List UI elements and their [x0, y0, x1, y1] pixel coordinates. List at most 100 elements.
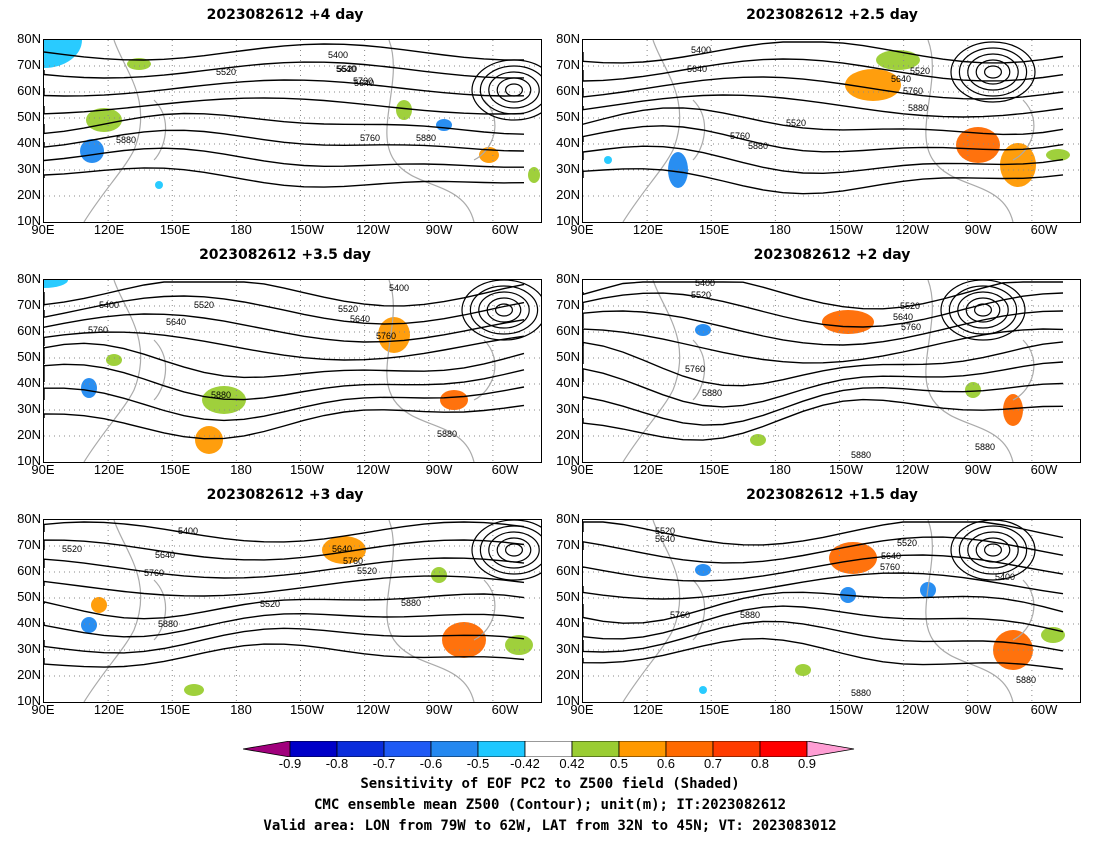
z500-contour-closed — [488, 531, 540, 569]
contour-label: 5880 — [437, 429, 457, 439]
lat-tick-label: 20N — [17, 187, 41, 202]
z500-contour — [44, 112, 525, 135]
lat-tick-label: 20N — [556, 187, 580, 202]
coastline — [386, 280, 475, 462]
z500-contour-closed — [967, 531, 1019, 569]
lat-tick-label: 80N — [17, 511, 41, 526]
z500-contour — [583, 292, 1064, 328]
sensitivity-shade — [91, 597, 107, 613]
lat-tick-label: 50N — [556, 109, 580, 124]
z500-contour-closed — [461, 280, 541, 341]
z500-contour — [583, 328, 1064, 364]
z500-contour — [44, 61, 524, 79]
colorbar-tick-label: 0.6 — [656, 756, 676, 771]
lon-tick-label: 90W — [964, 222, 992, 237]
colorbar-tick-label: 0.8 — [750, 756, 770, 771]
lon-tick-label: 180 — [230, 462, 252, 477]
contour-label: 5640 — [336, 64, 356, 74]
z500-contour-closed — [496, 77, 532, 103]
sensitivity-shade — [202, 386, 246, 414]
contour-label: 5880 — [851, 688, 871, 698]
lon-tick-label: 150E — [159, 222, 191, 237]
z500-contour — [44, 612, 525, 638]
z500-contour-closed — [950, 41, 1036, 103]
z500-contour-closed — [488, 71, 540, 109]
map-panel-1: 5400 5520 5640 5760 5880 5520 5640 5760 5880 — [43, 39, 542, 223]
z500-contour-closed — [471, 520, 541, 581]
lat-tick-label: 80N — [17, 271, 41, 286]
lat-tick-label: 20N — [17, 427, 41, 442]
lat-tick-label: 30N — [556, 641, 580, 656]
z500-contour — [44, 643, 525, 668]
lon-tick-label: 90E — [31, 702, 55, 717]
z500-contour — [583, 58, 1064, 82]
colorbar-segment — [524, 741, 573, 757]
map-panel-2: 5400 5640 5520 5640 5760 5880 5520 5760 5880 — [582, 39, 1081, 223]
contour-label: 5520 — [194, 300, 214, 310]
z500-contour — [44, 129, 525, 152]
contour-label: 5520 — [897, 538, 917, 548]
lon-tick-label: 120W — [356, 462, 390, 477]
colorbar-segment — [618, 741, 667, 757]
z500-contour — [44, 295, 525, 325]
lat-tick-label: 50N — [17, 589, 41, 604]
sensitivity-shade — [431, 567, 447, 583]
sensitivity-shade — [1046, 149, 1070, 161]
contour-label: 5640 — [881, 551, 901, 561]
lat-tick-label: 70N — [556, 297, 580, 312]
z500-contour-closed — [948, 285, 1018, 335]
contour-label: 5880 — [416, 133, 436, 143]
sensitivity-shade — [322, 536, 366, 564]
z500-contour-closed — [984, 543, 1003, 557]
z500-contour-closed — [479, 525, 541, 575]
lon-tick-label: 120E — [93, 462, 125, 477]
lon-tick-label: 180 — [769, 702, 791, 717]
lat-tick-label: 80N — [556, 31, 580, 46]
lon-tick-label: 120E — [93, 222, 125, 237]
lat-tick-label: 60N — [556, 83, 580, 98]
coastline — [386, 520, 475, 702]
lon-tick-label: 90W — [425, 702, 453, 717]
z500-contour-closed — [958, 525, 1028, 575]
lat-tick-label: 20N — [556, 427, 580, 442]
contour-label: 5400 — [995, 572, 1015, 582]
panel-title-5: 2023082612 +3 day — [206, 487, 364, 503]
lon-tick-label: 150W — [290, 222, 324, 237]
z500-contour — [583, 361, 1064, 408]
z500-contour — [44, 342, 525, 379]
z500-contour — [44, 575, 525, 597]
contour-label: 5880 — [740, 610, 760, 620]
z500-contour — [583, 281, 1063, 310]
lon-tick-label: 120W — [356, 702, 390, 717]
z500-contour-closed — [486, 297, 522, 323]
contour-label: 5880 — [401, 598, 421, 608]
lon-tick-label: 90E — [570, 462, 594, 477]
z500-contour — [583, 536, 1064, 564]
colorbar-tick-label: -0.42 — [510, 756, 540, 771]
z500-contour — [44, 363, 525, 401]
contour-label: 5520 — [260, 599, 280, 609]
sensitivity-shade — [106, 354, 122, 366]
lon-tick-label: 90W — [425, 462, 453, 477]
z500-contour-closed — [469, 285, 539, 335]
z500-contour — [583, 341, 1064, 387]
contour-label: 5400 — [99, 300, 119, 310]
z500-contour-closed — [940, 280, 1026, 341]
colorbar-tick-label: 0.5 — [609, 756, 629, 771]
lat-tick-label: 70N — [556, 537, 580, 552]
coastline — [925, 280, 1014, 462]
colorbar-tick-label: -0.6 — [419, 756, 443, 771]
panel-title-2: 2023082612 +2.5 day — [746, 7, 918, 23]
z500-contour — [583, 145, 1064, 175]
contour-label: 5880 — [1016, 675, 1036, 685]
lon-tick-label: 90W — [425, 222, 453, 237]
lat-tick-label: 20N — [556, 667, 580, 682]
contour-label: 5640 — [687, 64, 707, 74]
contour-label: 5640 — [166, 317, 186, 327]
panel-title-3: 2023082612 +3.5 day — [199, 247, 371, 263]
lon-tick-label: 180 — [769, 222, 791, 237]
z500-contour-closed — [984, 65, 1003, 79]
